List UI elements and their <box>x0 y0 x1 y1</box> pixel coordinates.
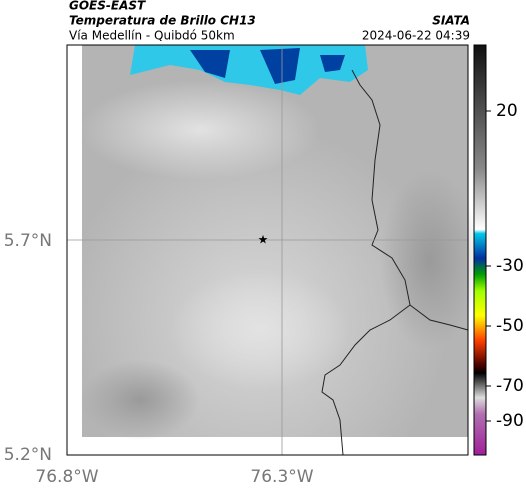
imagery <box>170 270 350 390</box>
imagery <box>80 360 200 440</box>
colorbar-tick-label: -50 <box>496 316 524 336</box>
datetime: 2024-06-22 04:39 <box>362 29 470 43</box>
source: SIATA <box>432 14 470 28</box>
cloud-core <box>190 48 345 84</box>
colorbar-tick-label: -90 <box>496 411 524 431</box>
title: GOES-EAST <box>69 0 146 13</box>
lon-label: 76.8°W <box>35 467 98 487</box>
boundary <box>321 69 469 456</box>
colorbar-scale <box>473 44 487 456</box>
route: Vía Medellín - Quibdó 50km <box>69 29 235 43</box>
lat-label: 5.7°N <box>4 231 52 251</box>
cloud <box>130 45 368 95</box>
lon-label: 76.3°W <box>250 467 313 487</box>
map: ★ <box>66 44 480 456</box>
subtitle: Temperatura de Brillo CH13 <box>69 14 256 28</box>
colorbar-tick-label: 20 <box>496 101 518 121</box>
colorbar-tick-label: -70 <box>496 376 524 396</box>
lat-label: 5.2°N <box>4 445 52 465</box>
imagery <box>80 80 320 180</box>
colorbar: 20 -30 -50 -70 -90 <box>473 44 524 456</box>
imagery <box>380 170 480 350</box>
city-marker: ★ <box>258 233 269 247</box>
colorbar-tick-label: -30 <box>496 256 524 276</box>
map-frame <box>66 44 469 456</box>
